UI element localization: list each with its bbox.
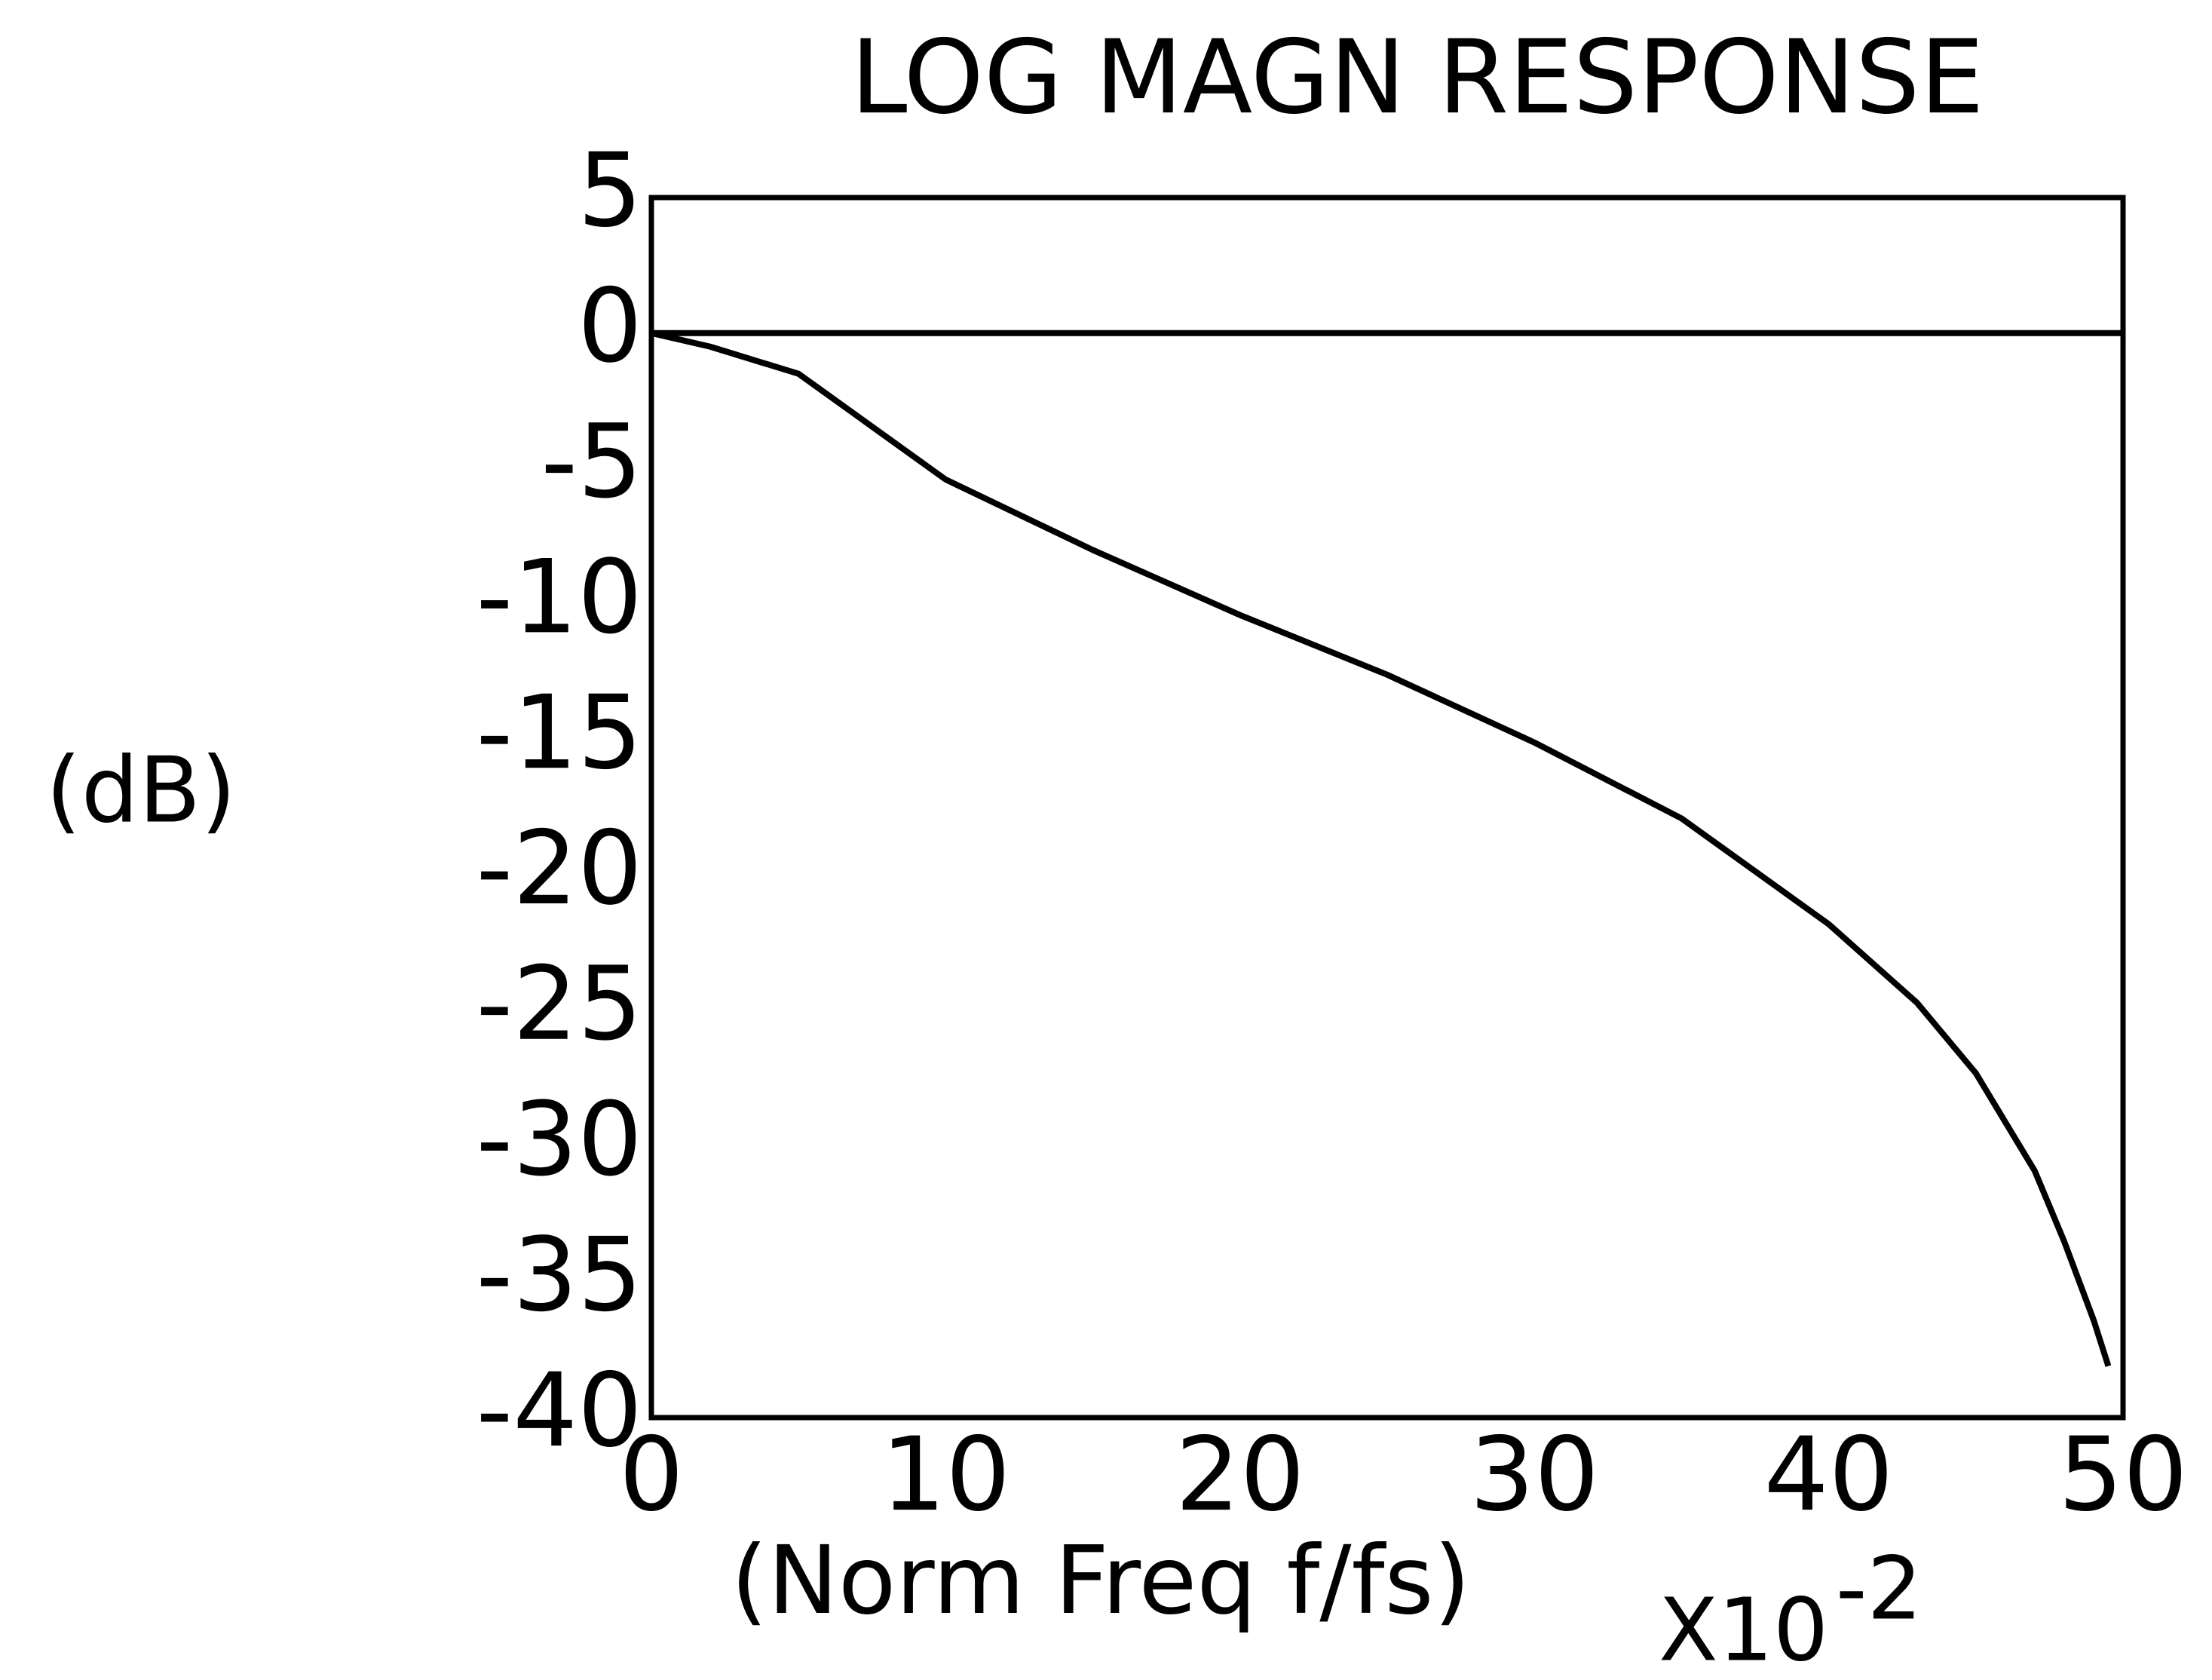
y-tick-label: -15: [476, 673, 643, 792]
x-axis-label: (Norm Freq f/fs): [731, 1526, 1471, 1636]
y-tick-label: -10: [476, 538, 643, 656]
y-tick-label: -20: [476, 809, 643, 927]
y-axis-label: (dB): [46, 739, 236, 844]
y-tick-label: 0: [578, 267, 642, 385]
y-tick-label: -35: [476, 1216, 643, 1334]
x-tick-label: 30: [1469, 1415, 1599, 1534]
y-tick-label: -30: [476, 1081, 643, 1199]
x-multiplier-exponent: -2: [1836, 1539, 1922, 1640]
y-tick-label: -40: [476, 1351, 643, 1470]
y-tick-label: -25: [476, 945, 643, 1063]
chart-title: LOG MAGN RESPONSE: [850, 18, 1984, 136]
plot-frame: [648, 195, 2126, 1421]
x-tick-label: 20: [1175, 1415, 1305, 1534]
y-tick-label: -5: [541, 403, 642, 521]
y-tick-label: 5: [578, 131, 642, 250]
x-tick-label: 10: [881, 1415, 1011, 1534]
x-tick-label: 0: [619, 1415, 684, 1534]
x-tick-label: 50: [2058, 1415, 2188, 1534]
x-multiplier: X10: [1659, 1580, 1828, 1680]
x-tick-label: 40: [1764, 1415, 1894, 1534]
line-series: [651, 330, 2112, 1367]
